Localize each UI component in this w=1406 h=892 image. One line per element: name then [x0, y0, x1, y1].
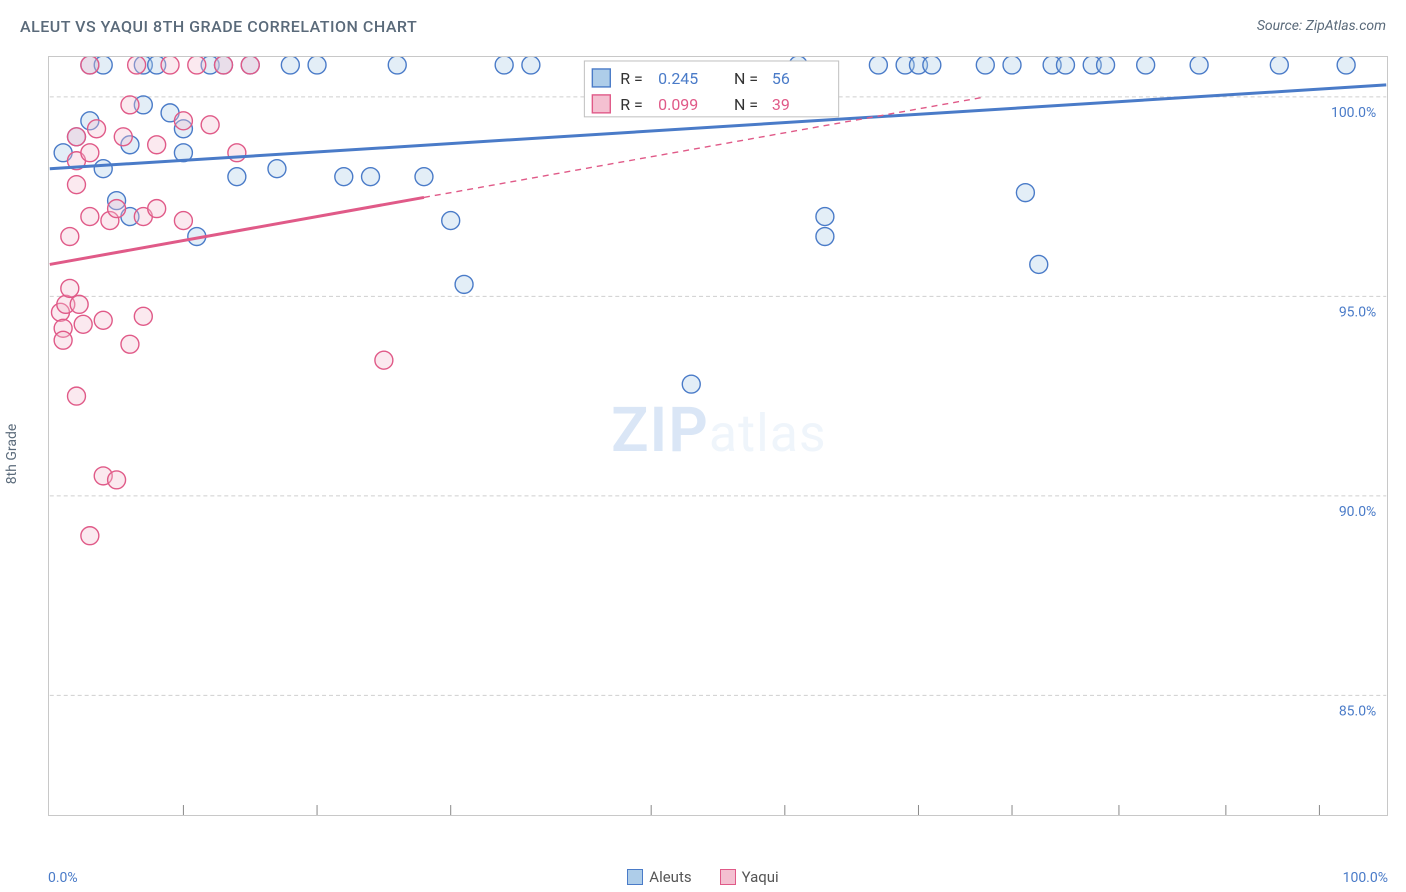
source-attribution: Source: ZipAtlas.com [1257, 18, 1386, 34]
legend-item-yaqui: Yaqui [720, 868, 779, 886]
svg-text:90.0%: 90.0% [1339, 504, 1376, 520]
svg-text:R =: R = [620, 95, 643, 114]
y-axis-label: 8th Grade [4, 424, 20, 485]
scatter-plot-svg: 85.0% 90.0% 95.0% 100.0% ZIPatlas R = 0.245 N =… [49, 57, 1387, 815]
bottom-legend: Aleuts Yaqui [0, 868, 1406, 886]
svg-text:R =: R = [620, 69, 643, 88]
legend-label-aleuts: Aleuts [649, 868, 691, 886]
legend-swatch-aleuts [627, 869, 643, 885]
legend-item-aleuts: Aleuts [627, 868, 691, 886]
svg-text:0.099: 0.099 [658, 95, 698, 114]
svg-text:0.245: 0.245 [658, 69, 698, 88]
legend-swatch-yaqui [720, 869, 736, 885]
legend-label-yaqui: Yaqui [742, 868, 779, 886]
chart-title: ALEUT VS YAQUI 8TH GRADE CORRELATION CHA… [20, 17, 417, 36]
svg-text:N =: N = [734, 95, 758, 114]
svg-text:N =: N = [734, 69, 758, 88]
svg-text:85.0%: 85.0% [1339, 703, 1376, 719]
svg-text:56: 56 [772, 69, 790, 88]
plot-area: 85.0% 90.0% 95.0% 100.0% ZIPatlas R = 0.245 N =… [48, 56, 1388, 816]
svg-text:39: 39 [772, 95, 790, 114]
chart-header: ALEUT VS YAQUI 8TH GRADE CORRELATION CHA… [0, 0, 1406, 52]
svg-text:ZIPatlas: ZIPatlas [611, 395, 827, 467]
svg-text:100.0%: 100.0% [1331, 105, 1376, 121]
svg-text:95.0%: 95.0% [1339, 304, 1376, 320]
